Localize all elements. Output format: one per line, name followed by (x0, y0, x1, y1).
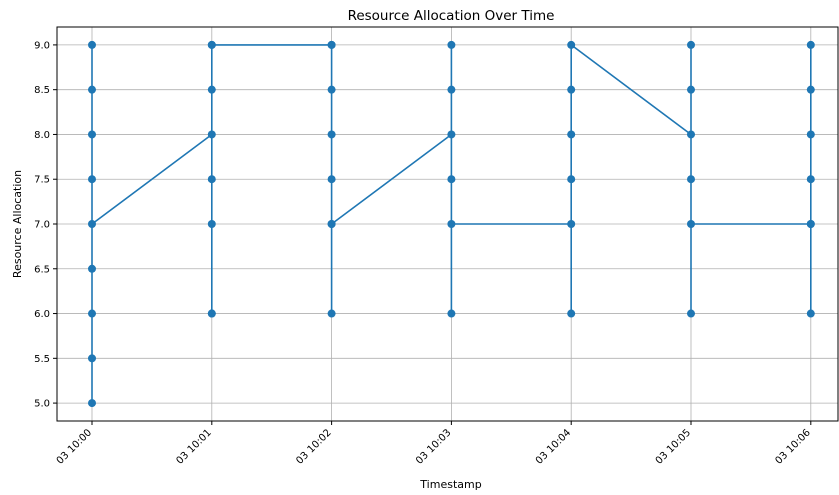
plot-frame (56, 26, 839, 422)
x-tick-label: 03 10:03 (414, 427, 453, 466)
y-tick-label: 6.0 (34, 309, 50, 320)
data-point (687, 40, 695, 49)
y-tick-label: 9.0 (34, 40, 50, 51)
chart-title: Resource Allocation Over Time (348, 8, 555, 24)
data-point (687, 130, 695, 139)
y-tick-label: 5.5 (34, 354, 50, 365)
x-tick-label: 03 10:06 (774, 427, 813, 466)
data-point (567, 130, 576, 139)
data-point (88, 309, 96, 318)
y-tick-label: 6.5 (34, 264, 50, 275)
data-point (327, 85, 336, 94)
data-point (207, 85, 216, 94)
data-point (88, 175, 96, 184)
series-line (91, 44, 812, 404)
x-tick-label: 03 10:00 (55, 427, 94, 466)
data-point (806, 220, 815, 228)
data-point (447, 85, 456, 94)
data-point (88, 354, 96, 363)
data-point (567, 175, 576, 184)
data-point (687, 220, 695, 228)
data-point (88, 85, 96, 94)
y-tick-label: 7.5 (34, 175, 50, 186)
axes: 5.0 5.5 6.0 6.5 7.0 7.5 8.0 8.5 9.0 03 10:00 03 10… (34, 26, 839, 467)
x-tick-label: 03 10:05 (654, 427, 693, 466)
y-tick-label: 5.0 (34, 399, 50, 410)
data-point (88, 264, 96, 273)
data-point (327, 40, 336, 49)
data-point (327, 220, 336, 228)
x-tick-label: 03 10:01 (175, 427, 214, 466)
data-point (687, 175, 695, 184)
data-point (806, 175, 815, 184)
data-point (327, 175, 336, 184)
data-point (687, 309, 695, 318)
x-axis-label: Timestamp (419, 478, 481, 491)
y-tick-label: 8.0 (34, 130, 50, 141)
data-point (567, 40, 576, 49)
series-layer (88, 40, 815, 408)
data-point (207, 40, 216, 49)
data-point (567, 220, 576, 228)
y-axis-label: Resource Allocation (11, 170, 24, 278)
data-point (88, 220, 96, 228)
data-point (447, 309, 456, 318)
data-point (327, 309, 336, 318)
data-point (687, 85, 695, 94)
data-point (207, 130, 216, 139)
data-point (207, 175, 216, 184)
y-tick-label: 8.5 (34, 85, 50, 96)
data-point (207, 309, 216, 318)
data-point (447, 40, 456, 49)
data-point (806, 40, 815, 49)
data-point (806, 85, 815, 94)
x-tick-label: 03 10:04 (534, 427, 573, 466)
data-point (88, 399, 96, 408)
data-point (567, 309, 576, 318)
data-point (447, 130, 456, 139)
data-point (88, 130, 96, 139)
y-tick-label: 7.0 (34, 220, 50, 231)
data-point (806, 309, 815, 318)
data-point (207, 220, 216, 228)
data-point (447, 175, 456, 184)
data-point (88, 40, 96, 49)
data-point (567, 85, 576, 94)
data-point (327, 130, 336, 139)
data-point (447, 220, 456, 228)
data-point (806, 130, 815, 139)
x-tick-label: 03 10:02 (294, 427, 333, 466)
